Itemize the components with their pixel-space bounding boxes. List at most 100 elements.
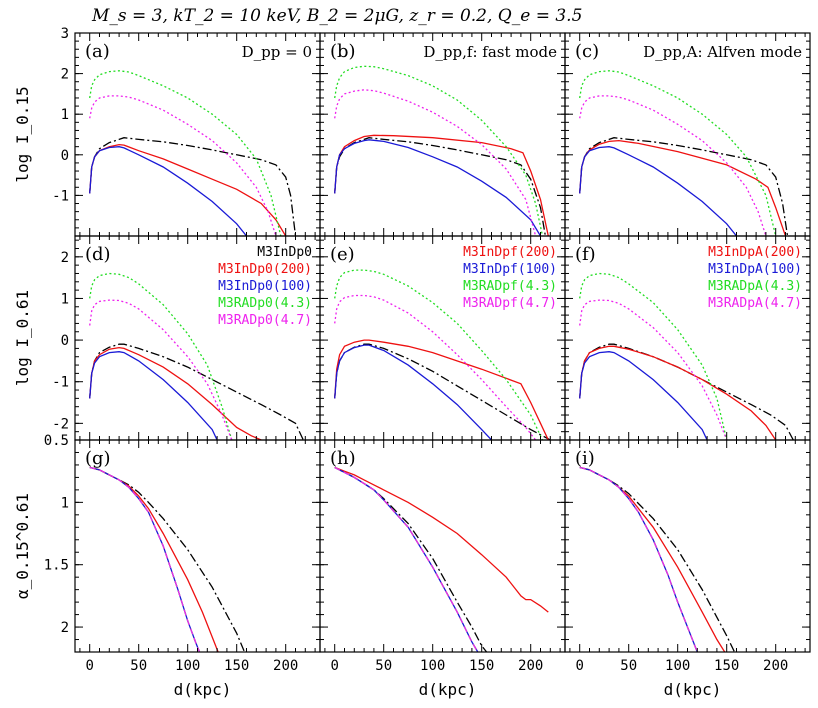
series-line bbox=[334, 466, 479, 652]
series-line bbox=[334, 466, 549, 613]
series-line bbox=[334, 137, 547, 236]
series-line bbox=[579, 299, 728, 440]
y-tick-label: -1 bbox=[52, 375, 69, 391]
y-tick-label: 2 bbox=[61, 250, 69, 266]
legend-entry: M3InDpA(200) bbox=[708, 245, 802, 260]
panel-i: 0 50 100 150 200 (i) bbox=[564, 439, 811, 674]
y-tick-label: 0.5 bbox=[44, 433, 69, 449]
legend-entry: M3RADpf(4.7) bbox=[463, 296, 557, 311]
y-tick-label: 0 bbox=[61, 333, 69, 349]
series-line bbox=[89, 146, 248, 236]
panel-frame bbox=[319, 439, 566, 653]
y-axis-label: log I_0.15 bbox=[13, 86, 32, 182]
series-line bbox=[89, 466, 201, 652]
series-line bbox=[334, 466, 479, 652]
series-line bbox=[334, 344, 492, 440]
series-line bbox=[334, 89, 537, 236]
series-line bbox=[89, 95, 277, 236]
legend-entry: M3RADpA(4.7) bbox=[708, 296, 802, 311]
y-axis-label: log I_0.61 bbox=[13, 290, 32, 386]
series-line bbox=[334, 294, 537, 440]
series-line bbox=[579, 466, 698, 652]
panel-label: (c) bbox=[575, 41, 599, 62]
series-line bbox=[89, 351, 218, 440]
legend-entry: M3RADp0(4.7) bbox=[218, 313, 312, 328]
series-line bbox=[89, 299, 233, 440]
legend: M3InDp0 M3InDp0(200) M3InDp0(100) M3RADp0(4… bbox=[218, 245, 312, 328]
x-tick-label: 0 bbox=[575, 658, 583, 674]
panel-label: (f) bbox=[575, 244, 596, 265]
x-tick-label: 0 bbox=[330, 658, 338, 674]
panel-label: (a) bbox=[85, 41, 110, 62]
x-tick-label: 50 bbox=[130, 658, 147, 674]
legend-entry: M3InDp0(100) bbox=[218, 279, 312, 294]
series-line bbox=[579, 351, 708, 440]
panel-annotation: D_pp = 0 bbox=[242, 43, 312, 61]
panel-frame bbox=[564, 32, 811, 237]
y-tick-label: 1 bbox=[61, 107, 69, 123]
x-tick-label: 100 bbox=[665, 658, 690, 674]
panel-f: (f) M3InDpA(200)M3InDpA(100)M3RADpA(4.3)M… bbox=[564, 235, 811, 441]
series-line bbox=[89, 346, 262, 440]
x-tick-label: 50 bbox=[620, 658, 637, 674]
series-line bbox=[579, 466, 726, 652]
series-line bbox=[579, 137, 789, 236]
y-tick-label: 2 bbox=[61, 620, 69, 636]
x-tick-label: 150 bbox=[469, 658, 494, 674]
y-axis-label: α_0.15^0.61 bbox=[13, 493, 32, 599]
x-axis-label: d(kpc) bbox=[664, 680, 722, 699]
series-line bbox=[579, 70, 777, 236]
series-line bbox=[579, 146, 738, 236]
panel-frame bbox=[564, 439, 811, 653]
series-line bbox=[579, 466, 698, 652]
panel-h: 0 50 100 150 200 (h) bbox=[319, 439, 566, 674]
x-tick-label: 100 bbox=[420, 658, 445, 674]
panel-annotation: D_pp,f: fast mode bbox=[423, 43, 557, 61]
series-line bbox=[334, 65, 544, 236]
legend-entry: M3InDpf(200) bbox=[463, 245, 557, 260]
series-line bbox=[334, 269, 544, 440]
series-line bbox=[334, 139, 542, 236]
x-tick-label: 150 bbox=[224, 658, 249, 674]
legend-entry: M3InDpf(100) bbox=[463, 262, 557, 277]
panel-label: (b) bbox=[330, 41, 356, 62]
series-line bbox=[89, 137, 297, 236]
panel-a: -1 0 1 2 3 (a) D_pp = 0 bbox=[52, 26, 321, 237]
legend-entry: M3RADp0(4.3) bbox=[218, 296, 312, 311]
series-line bbox=[89, 70, 282, 236]
panel-frame bbox=[74, 32, 321, 237]
legend-entry: M3RADpA(4.3) bbox=[708, 279, 802, 294]
series-line bbox=[334, 339, 549, 440]
legend-entry: M3RADpf(4.3) bbox=[463, 279, 557, 294]
x-tick-label: 0 bbox=[85, 658, 93, 674]
x-axis-label: d(kpc) bbox=[174, 680, 232, 699]
panel-label: (e) bbox=[330, 244, 355, 265]
panel-e: (e) M3InDpf(200)M3InDpf(100)M3RADpf(4.3)M… bbox=[319, 235, 566, 441]
panel-label: (i) bbox=[575, 448, 595, 469]
x-tick-label: 50 bbox=[375, 658, 392, 674]
series-line bbox=[334, 134, 549, 236]
series-line bbox=[89, 466, 201, 652]
y-tick-label: -1 bbox=[52, 188, 69, 204]
series-line bbox=[579, 466, 736, 652]
x-tick-label: 200 bbox=[763, 658, 788, 674]
panel-c: (c) D_pp,A: Alfven mode bbox=[564, 32, 811, 237]
series-line bbox=[579, 95, 767, 236]
panel-b: (b) D_pp,f: fast mode bbox=[319, 32, 566, 237]
series-line bbox=[334, 466, 479, 652]
legend: M3InDpf(200) M3InDpf(100) M3RADpf(4.3) M3RA… bbox=[463, 245, 557, 311]
y-tick-label: 1 bbox=[61, 291, 69, 307]
panel-g: 0 50 100 150 200 0.5 1 1.5 2 (g) bbox=[44, 433, 321, 674]
panel-frame bbox=[74, 439, 321, 653]
series-line bbox=[579, 343, 794, 440]
series-line bbox=[89, 466, 201, 652]
panel-label: (g) bbox=[85, 448, 111, 469]
series-line bbox=[89, 343, 304, 440]
legend: M3InDpA(200) M3InDpA(100) M3RADpA(4.3) M3RA… bbox=[708, 245, 802, 311]
series-line bbox=[579, 139, 787, 236]
series-line bbox=[89, 466, 219, 652]
y-tick-label: 0 bbox=[61, 148, 69, 164]
legend-entry: M3InDp0 bbox=[257, 245, 312, 260]
series-line bbox=[89, 466, 246, 652]
x-axis-label: d(kpc) bbox=[419, 680, 477, 699]
